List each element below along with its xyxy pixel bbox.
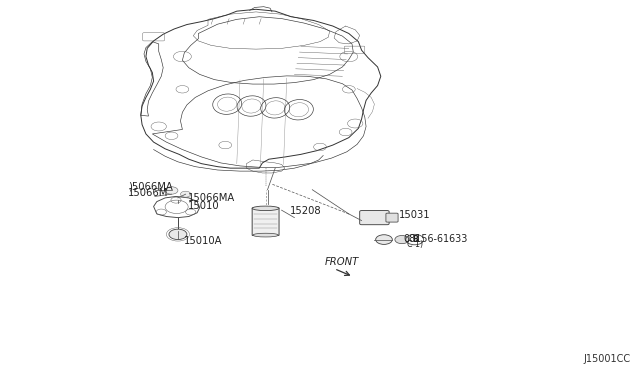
Ellipse shape <box>252 206 279 211</box>
Text: C 1): C 1) <box>407 240 423 249</box>
Circle shape <box>165 187 178 194</box>
Text: 15066MA: 15066MA <box>188 192 235 202</box>
Ellipse shape <box>253 233 278 237</box>
Circle shape <box>395 235 409 244</box>
Text: B: B <box>412 235 417 244</box>
Circle shape <box>376 235 392 244</box>
FancyBboxPatch shape <box>386 213 398 222</box>
Circle shape <box>169 229 187 240</box>
Text: 15066M: 15066M <box>128 188 168 198</box>
Circle shape <box>180 191 191 197</box>
Text: )5066MA: )5066MA <box>128 182 173 192</box>
FancyBboxPatch shape <box>360 211 389 225</box>
Text: 15031: 15031 <box>399 210 431 220</box>
Text: 15010A: 15010A <box>184 235 223 246</box>
Text: 08156-61633: 08156-61633 <box>403 234 468 244</box>
Text: 15010: 15010 <box>188 201 219 211</box>
FancyBboxPatch shape <box>252 208 279 235</box>
Text: FRONT: FRONT <box>325 257 360 267</box>
Text: 15208: 15208 <box>290 206 321 216</box>
Text: J15001CC: J15001CC <box>583 354 630 364</box>
